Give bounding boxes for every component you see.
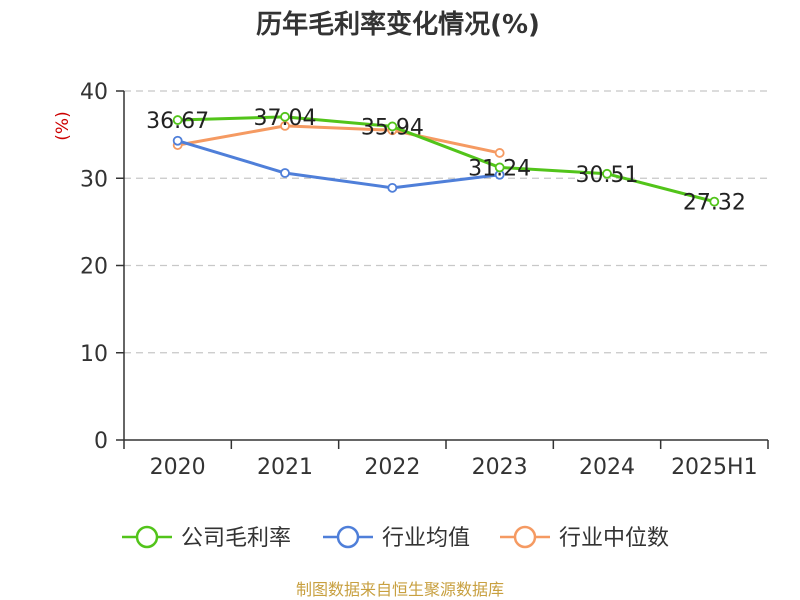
data-point-公司毛利率-2024 [602,168,612,179]
data-label-2024: 30.51 [576,163,639,188]
y-tick-label-30: 30 [80,167,108,192]
legend-item-行业均值: 行业均值 [323,525,470,551]
legend-item-行业中位数: 行业中位数 [500,525,669,551]
x-tick-label-2021: 2021 [257,455,313,480]
legend-marker-行业中位数 [513,525,537,549]
y-tick-label-10: 10 [80,342,108,367]
data-point-行业均值-2020 [172,135,183,146]
legend-label-行业均值: 行业均值 [382,526,470,551]
legend-marker-公司毛利率 [135,525,159,549]
x-tick-label-2020: 2020 [150,455,206,480]
legend-marker-行业均值 [336,525,360,549]
data-label-2023: 31.24 [468,156,531,181]
y-tick-label-20: 20 [80,255,108,280]
series-line-行业均值 [177,139,500,190]
x-tick-label-2024: 2024 [579,455,635,480]
legend-label-公司毛利率: 公司毛利率 [181,526,291,551]
data-point-公司毛利率-2025H1 [709,196,720,207]
series-line-公司毛利率 [177,115,715,204]
x-tick-label-2023: 2023 [472,455,528,480]
series-line-行业中位数 [177,124,500,155]
data-label-2025H1: 27.32 [683,191,746,216]
data-point-行业中位数-2023 [494,148,505,158]
grid-lines [124,90,768,354]
data-point-公司毛利率-2023 [494,162,505,173]
legend: 公司毛利率 行业均值 行业中位数 [122,525,669,551]
series-公司毛利率 [172,111,720,207]
x-tick-label-2022: 2022 [364,455,420,480]
data-point-公司毛利率-2020 [172,115,183,125]
data-point-公司毛利率-2021 [280,111,290,122]
y-tick-label-40: 40 [80,80,108,105]
data-label-2021: 37.04 [254,106,317,131]
data-point-行业均值-2021 [280,168,290,178]
legend-label-行业中位数: 行业中位数 [559,526,669,551]
data-point-公司毛利率-2022 [387,121,398,132]
y-tick-label-0: 0 [94,429,108,454]
series-行业中位数 [172,121,505,158]
x-tick-label-2025H1: 2025H1 [671,455,758,480]
legend-item-公司毛利率: 公司毛利率 [122,525,291,551]
data-point-行业均值-2022 [387,182,398,193]
y-axis-unit-label: (%) [53,111,73,140]
data-label-2020: 36.67 [146,109,209,134]
axes: 0 10 20 30 40 2020 2021 2022 2023 2024 2025H1 [80,80,769,480]
chart-title: 历年毛利率变化情况(%) [256,9,540,40]
data-point-行业中位数-2021 [280,121,290,131]
series-layer [172,111,720,207]
series-行业均值 [172,135,505,193]
data-labels: 36.67 37.04 35.94 31.24 30.51 27.32 [146,106,746,216]
source-note: 制图数据来自恒生聚源数据库 [296,580,504,599]
data-label-2022: 35.94 [361,115,424,140]
